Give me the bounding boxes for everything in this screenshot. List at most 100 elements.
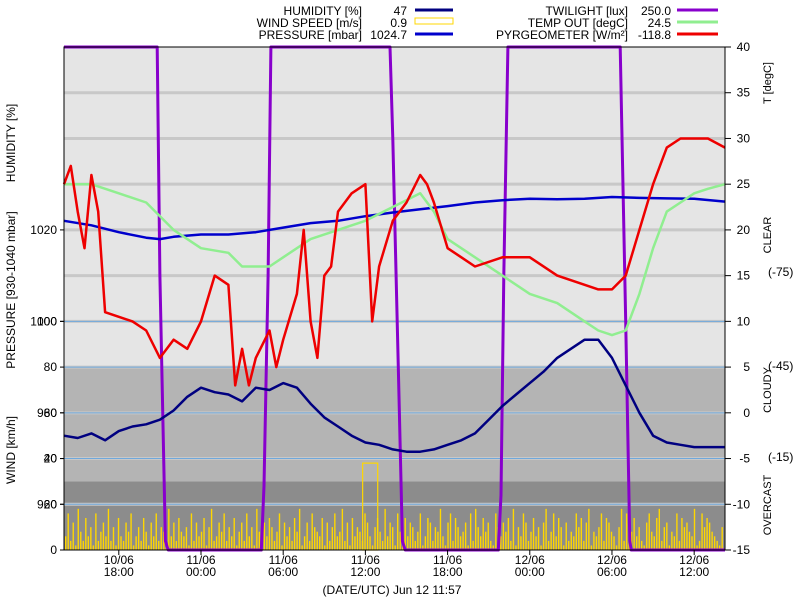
wind-bar xyxy=(525,522,527,550)
pressure-tick-label: 1000 xyxy=(30,314,57,328)
wind-bar xyxy=(439,508,442,550)
wind-bar xyxy=(351,517,354,550)
x-tick-date: 11/06 xyxy=(351,553,380,567)
wind-bar xyxy=(595,536,598,550)
wind-bar xyxy=(414,540,417,550)
temp-tick-label: -5 xyxy=(739,452,750,466)
temp-tick-label: 15 xyxy=(737,269,751,283)
x-tick-date: 11/06 xyxy=(186,553,215,567)
wind-bar xyxy=(110,540,112,550)
zone-label-clear-threshold: (-75) xyxy=(768,265,793,279)
legend-label: WIND SPEED [m/s] xyxy=(257,16,362,30)
wind-bar xyxy=(590,545,593,550)
wind-bar xyxy=(75,545,77,550)
wind-bar xyxy=(374,527,376,550)
temp-tick-label: 20 xyxy=(737,223,751,237)
zone-label-overcast-threshold: (-15) xyxy=(768,450,793,464)
wind-bar xyxy=(210,508,213,550)
wind-bar xyxy=(85,517,87,550)
wind-bar xyxy=(585,522,588,550)
x-tick-time: 00:00 xyxy=(515,565,545,579)
legend-label: PYRGEOMETER [W/m²] xyxy=(496,28,628,42)
wind-bar xyxy=(658,508,660,550)
wind-bar xyxy=(142,517,145,550)
wind-bar xyxy=(502,522,505,550)
wind-bar xyxy=(188,545,190,550)
wind-bar xyxy=(256,508,258,550)
wind-bar xyxy=(608,522,610,550)
wind-bar xyxy=(366,522,369,550)
wind-bar xyxy=(65,536,67,550)
wind-bar xyxy=(653,536,655,550)
series-line xyxy=(64,182,726,337)
wind-bar xyxy=(248,536,250,550)
wind-bar xyxy=(329,540,331,550)
wind-bar xyxy=(356,527,359,550)
temp-tick-label: 5 xyxy=(743,360,750,374)
wind-bar xyxy=(477,527,479,550)
temp-tick-label: 30 xyxy=(737,131,751,145)
wind-bar xyxy=(95,513,97,550)
wind-bar xyxy=(276,531,278,550)
wind-bar xyxy=(552,513,555,550)
wind-bar xyxy=(150,522,152,550)
wind-bar xyxy=(115,545,117,550)
wind-bar xyxy=(683,527,686,550)
wind-bar xyxy=(447,522,449,550)
wind-bar xyxy=(580,517,583,550)
wind-bar xyxy=(623,540,625,550)
wind-bar xyxy=(334,513,336,550)
wind-bar xyxy=(618,527,620,550)
wind-bar xyxy=(708,522,711,550)
wind-bar xyxy=(225,540,228,550)
wind-bar xyxy=(404,517,406,550)
wind-bar xyxy=(148,545,150,550)
wind-bar xyxy=(444,545,447,550)
temp-tick-label: 40 xyxy=(737,40,751,54)
wind-bar xyxy=(178,517,180,550)
wind-bar xyxy=(542,522,545,550)
wind-bar xyxy=(321,517,323,550)
x-tick-date: 12/06 xyxy=(597,553,627,567)
wind-bar xyxy=(638,527,640,550)
wind-bar xyxy=(673,536,676,550)
wind-bar xyxy=(452,540,454,550)
wind-bar xyxy=(635,536,638,550)
wind-bar xyxy=(371,545,374,550)
x-tick-date: 11/06 xyxy=(433,553,462,567)
wind-bar xyxy=(153,536,155,550)
wind-bar xyxy=(100,531,102,550)
wind-bar xyxy=(293,517,296,550)
wind-bar xyxy=(701,513,703,550)
wind-bar xyxy=(105,536,107,550)
wind-bar xyxy=(663,527,666,550)
series-line xyxy=(62,137,726,387)
wind-bar xyxy=(308,540,311,550)
wind-bar xyxy=(613,536,615,550)
x-tick-time: 18:00 xyxy=(433,565,463,579)
wind-bar xyxy=(676,513,678,550)
wind-bar xyxy=(640,540,643,550)
wind-bar xyxy=(331,527,334,550)
wind-bar xyxy=(646,522,648,550)
wind-bar xyxy=(243,540,245,550)
wind-bar xyxy=(228,527,230,550)
legend-value: -118.8 xyxy=(638,28,671,42)
wind-bar xyxy=(487,522,489,550)
wind-bar xyxy=(324,545,326,550)
wind-bar xyxy=(266,536,268,550)
wind-bar xyxy=(346,522,349,550)
wind-bar xyxy=(716,540,718,550)
legend-value: 24.5 xyxy=(648,16,672,30)
legend-label: HUMIDITY [%] xyxy=(284,4,362,18)
temp-tick-label: 25 xyxy=(737,177,751,191)
pressure-axis-title: PRESSURE [930-1040 mbar] xyxy=(4,211,18,368)
temp-axis-title: T [degC] xyxy=(762,62,774,104)
wind-bar xyxy=(550,531,552,550)
wind-bar xyxy=(427,517,429,550)
wind-bar xyxy=(598,527,600,550)
wind-bar xyxy=(158,540,160,550)
x-tick-date: 12/06 xyxy=(679,553,709,567)
legend-label: TWILIGHT [lux] xyxy=(546,4,628,18)
